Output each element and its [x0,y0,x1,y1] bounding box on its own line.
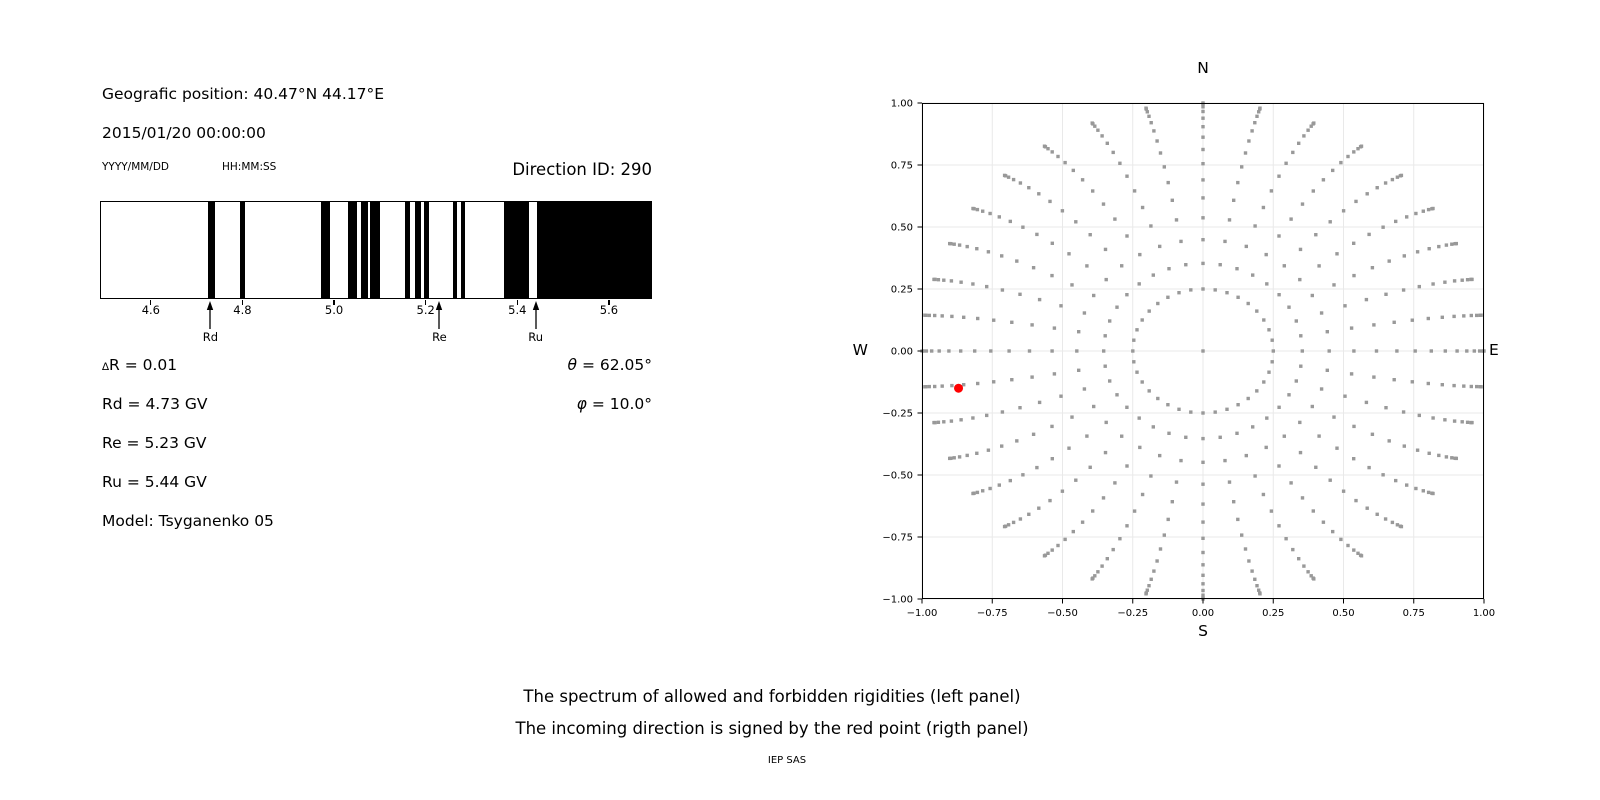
cutoff-label-rd: Rd [202,330,219,344]
compass-east-label: E [1489,341,1499,359]
credit-label: IEP SAS [767,755,807,766]
phi-symbol: φ [576,395,587,413]
rigidity-spectrum-plot-area [100,201,652,299]
y-tick-label: 0.50 [891,223,913,234]
forbidden-band [404,202,410,298]
delta-r-value: ∆R = 0.01 [102,356,178,374]
theta-value: θ = 62.05° [567,356,652,374]
x-tick-mark [516,300,518,305]
x-tick-label: 0.25 [1262,608,1284,619]
forbidden-band [424,202,430,298]
x-tick-label: 5.4 [508,303,527,317]
y-tick-label: −0.50 [882,471,913,482]
forbidden-band [504,202,529,298]
forbidden-band [369,202,380,298]
compass-west-label: W [852,341,868,359]
x-tick-label: 4.6 [141,303,160,317]
y-tick-label: −0.75 [882,533,913,544]
red-incoming-direction-point [954,383,964,393]
x-tick-label: 0.75 [1403,608,1425,619]
y-tick-label: 0.75 [891,161,913,172]
compass-south-label: S [1198,622,1208,640]
cutoff-arrow-ru [532,301,539,329]
phi-value: φ = 10.0° [576,395,652,413]
directions-scatter-svg: −1.00 −0.75 −0.50 −0.25 0.00 0.25 0.50 0.75 1.00… [882,99,1495,620]
rigidity-spectrum-panel: 4.6 4.8 5.0 5.2 5.4 5.6 Rd Re Ru [100,201,653,501]
date-format-label: YYYY/MM/DD [102,161,170,173]
rd-value: Rd = 4.73 GV [102,395,208,413]
y-tick-label: 0.25 [891,285,913,296]
x-tick-label: 5.6 [599,303,619,317]
caption-line-1: The spectrum of allowed and forbidden ri… [523,687,1021,706]
x-tick-label: 0.50 [1332,608,1354,619]
cutoff-label-ru: Ru [528,330,544,344]
re-value: Re = 5.23 GV [102,434,207,452]
forbidden-band [321,202,330,298]
x-tick-label: −0.75 [977,608,1008,619]
cutoff-label-re: Re [432,330,447,344]
x-tick-label: 1.00 [1473,608,1495,619]
x-tick-mark [608,300,610,305]
theta-symbol: θ [567,356,578,374]
geographic-position-label: Geografic position: 40.47°N 44.17°E [102,85,385,103]
x-tick-label: −0.25 [1117,608,1148,619]
x-tick-label: 0.00 [1192,608,1214,619]
forbidden-band [415,202,422,298]
x-tick-mark [241,300,244,305]
y-tick-label: −0.25 [882,409,913,420]
directions-plot: −1.00 −0.75 −0.50 −0.25 0.00 0.25 0.50 0.75 1.00… [882,99,1495,620]
x-tick-label: 5.2 [416,303,435,317]
compass-north-label: N [1197,59,1209,77]
forbidden-band [460,202,465,298]
x-tick-mark [150,300,152,305]
y-tick-label: −1.00 [882,595,913,606]
y-tick-label: 0.00 [891,347,913,358]
delta-symbol: ∆ [102,361,110,373]
forbidden-band [361,202,369,298]
x-tick-mark [333,300,335,305]
x-tick-mark [425,300,427,305]
model-label: Model: Tsyganenko 05 [102,512,274,530]
y-tick-label: 1.00 [891,99,913,110]
forbidden-band [347,202,357,298]
forbidden-band [536,202,651,298]
forbidden-band [452,202,458,298]
cutoff-arrow-re [436,301,443,329]
forbidden-band [240,202,246,298]
datetime-label: 2015/01/20 00:00:00 [102,124,266,142]
x-tick-label: 4.8 [233,303,252,317]
cutoff-arrow-rd [207,301,214,329]
time-format-label: HH:MM:SS [222,161,277,173]
x-tick-label: −0.50 [1047,608,1078,619]
caption-line-2: The incoming direction is signed by the … [515,719,1029,738]
ru-value: Ru = 5.44 GV [102,473,207,491]
forbidden-band [208,202,215,298]
direction-id-label: Direction ID: 290 [512,160,652,179]
x-tick-label: 5.0 [324,303,344,317]
x-tick-label: −1.00 [907,608,938,619]
